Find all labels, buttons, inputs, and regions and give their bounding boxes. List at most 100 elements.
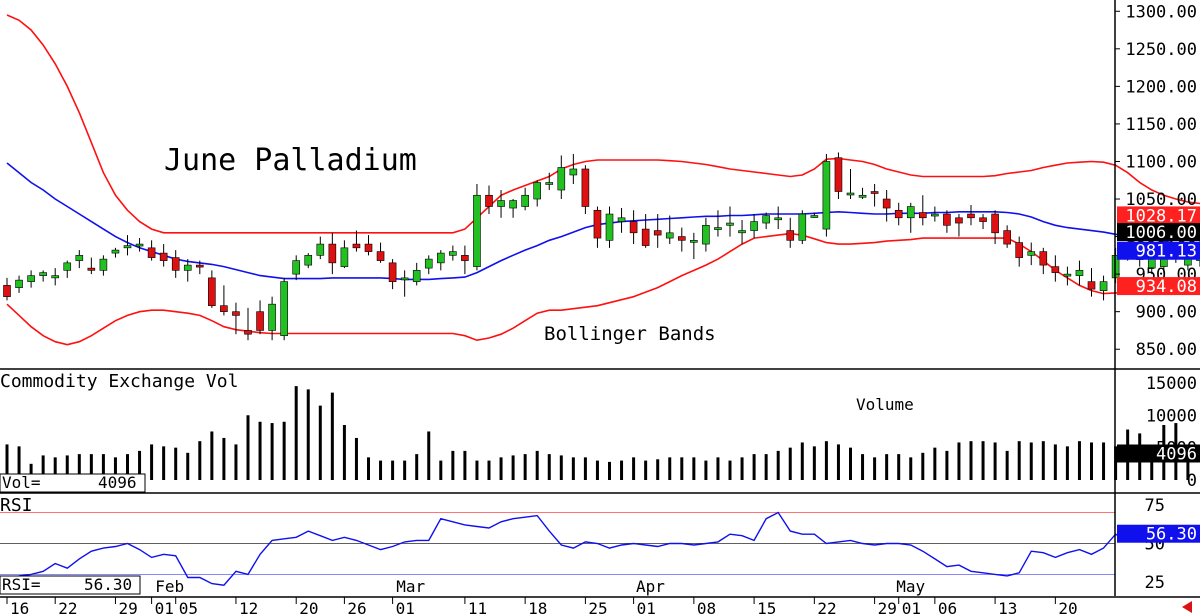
price-tick-label: 900.00 [1136, 303, 1197, 323]
candle-body [183, 264, 192, 271]
date-tick-label: 01 [396, 599, 415, 616]
candle-body [918, 212, 927, 219]
candle-body [955, 217, 963, 224]
date-tick-label: 20 [1058, 599, 1077, 616]
candle-body [461, 255, 469, 261]
bollinger-lower-line [6, 232, 1200, 346]
candle-body [244, 330, 252, 335]
candle-body [593, 209, 602, 239]
candle-body [99, 258, 108, 271]
candle-body [581, 168, 590, 207]
date-tick-label: 22 [58, 599, 77, 616]
candle-body [1075, 270, 1084, 276]
candle-body [1051, 266, 1060, 273]
date-tick-label: 22 [817, 599, 836, 616]
candle-body [870, 191, 879, 194]
candle-body [352, 243, 361, 249]
candle-body [328, 243, 337, 264]
candle-body [63, 262, 72, 271]
candle-body [834, 157, 843, 192]
date-tick-label: 29 [118, 599, 137, 616]
candle-body [906, 206, 915, 219]
date-tick-label: 13 [998, 599, 1017, 616]
candle-body [545, 182, 554, 185]
candle-body [1087, 281, 1096, 290]
candle-body [967, 213, 975, 219]
price-tag-label: 934.08 [1136, 277, 1197, 297]
bollinger-upper-line [6, 14, 1200, 234]
candle-body [1003, 230, 1011, 245]
candle-body [726, 222, 734, 226]
candle-body [171, 257, 180, 271]
candle-body [786, 230, 795, 241]
candle-body [750, 221, 758, 231]
candle-body [629, 221, 638, 234]
volume-tick-label: 10000 [1146, 406, 1197, 426]
candle-body [617, 217, 626, 222]
candle-body [762, 215, 770, 224]
candle-body [196, 264, 204, 268]
rsi-tick-label: 75 [1145, 496, 1165, 516]
candle-body [774, 217, 783, 221]
date-tick-label: 26 [347, 599, 366, 616]
candle-body [702, 225, 710, 245]
rsi-panel-title: RSI [0, 495, 33, 516]
rsi-tick-label: 25 [1145, 573, 1165, 593]
scroll-arrow-icon[interactable] [1182, 601, 1192, 613]
volume-tag-label: 4096 [1156, 444, 1197, 464]
price-tag-label: 1028.17 [1125, 206, 1197, 226]
bollinger-label: Bollinger Bands [544, 323, 716, 345]
volume-box-label: Vol= [2, 473, 41, 492]
candle-body [641, 228, 650, 246]
candle-body [473, 194, 481, 267]
candle-body [304, 255, 313, 266]
candle-body [75, 255, 84, 261]
candle-body [123, 245, 132, 249]
candle-body [388, 262, 397, 282]
date-tick-label: 01 [902, 599, 921, 616]
candle-body [557, 167, 566, 191]
candle-body [1015, 242, 1024, 258]
price-tick-label: 1100.00 [1125, 152, 1197, 172]
date-tick-label: 20 [299, 599, 318, 616]
candle-body [280, 281, 288, 337]
candle-body [810, 215, 819, 218]
month-label: Apr [636, 577, 665, 596]
candle-body [424, 258, 433, 269]
date-tick-label: 12 [239, 599, 258, 616]
date-tick-label: 05 [179, 599, 198, 616]
candle-body [714, 227, 722, 230]
candle-body [497, 200, 505, 207]
candle-body [894, 209, 903, 219]
price-tag [1117, 277, 1200, 296]
candle-body [991, 213, 999, 234]
price-tag [1117, 223, 1200, 242]
candle-body [3, 285, 11, 297]
candle-body [690, 240, 698, 243]
price-tick-label: 1200.00 [1125, 77, 1197, 97]
candle-body [111, 249, 120, 254]
candle-body [677, 236, 686, 241]
candle-body [1063, 273, 1072, 277]
rsi-value-box: RSI= 56.30 [0, 575, 141, 595]
candle-body [27, 275, 35, 282]
rsi-box-value: 56.30 [84, 575, 132, 594]
volume-value-box: Vol= 4096 [0, 473, 146, 493]
month-label: May [896, 577, 925, 596]
candle-body [605, 213, 614, 241]
date-tick-label: 18 [528, 599, 547, 616]
candle-body [87, 267, 96, 271]
candle-body [798, 213, 807, 241]
candle-body [449, 251, 457, 256]
candle-body [400, 277, 409, 281]
volume-tick-label: 15000 [1146, 374, 1197, 394]
candle-body [569, 168, 578, 176]
price-tick-label: 850.00 [1136, 340, 1197, 360]
candle-body [846, 192, 855, 196]
candle-body [485, 194, 493, 207]
candle-body [882, 198, 891, 209]
candle-body [1039, 251, 1048, 266]
candle-body [653, 230, 662, 236]
rsi-panel [0, 511, 1153, 586]
